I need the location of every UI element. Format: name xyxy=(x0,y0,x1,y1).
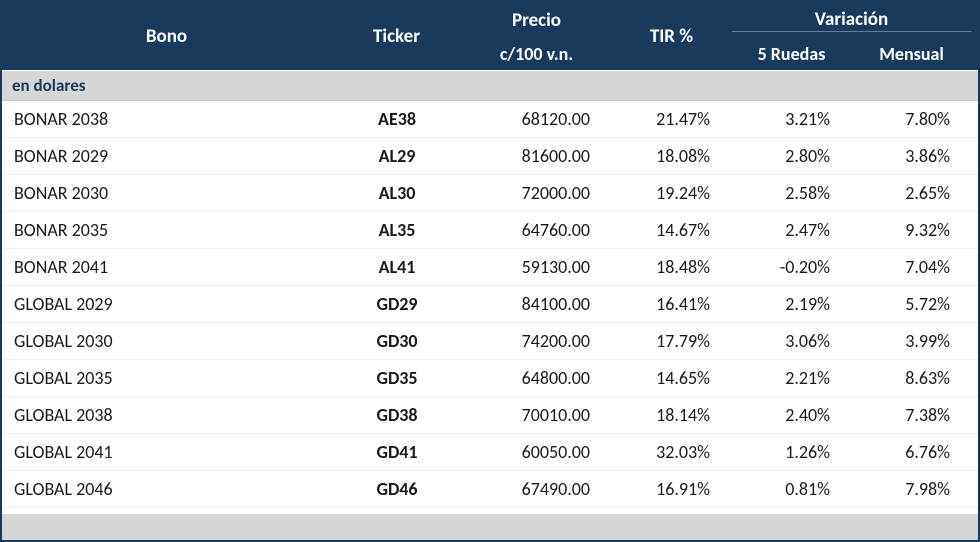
cell-bono: GLOBAL 2029 xyxy=(2,293,332,315)
cell-ticker: AE38 xyxy=(332,108,462,130)
cell-5ruedas: 0.81% xyxy=(732,478,852,500)
cell-precio: 64800.00 xyxy=(462,367,612,389)
cell-bono: GLOBAL 2046 xyxy=(2,478,332,500)
col-header-5ruedas: 5 Ruedas xyxy=(732,43,852,65)
cell-ticker: GD41 xyxy=(332,441,462,463)
cell-precio: 67490.00 xyxy=(462,478,612,500)
cell-tir: 18.08% xyxy=(612,145,732,167)
table-row: GLOBAL 2046GD4667490.0016.91%0.81%7.98% xyxy=(2,471,978,508)
table-row: GLOBAL 2035GD3564800.0014.65%2.21%8.63% xyxy=(2,360,978,397)
cell-ticker: GD30 xyxy=(332,330,462,352)
cell-mensual: 7.38% xyxy=(852,404,972,426)
cell-mensual: 3.86% xyxy=(852,145,972,167)
cell-mensual: 7.98% xyxy=(852,478,972,500)
col-header-variacion: Variación xyxy=(732,8,972,32)
cell-5ruedas: 1.26% xyxy=(732,441,852,463)
cell-bono: GLOBAL 2038 xyxy=(2,404,332,426)
cell-5ruedas: 2.47% xyxy=(732,219,852,241)
cell-precio: 81600.00 xyxy=(462,145,612,167)
cell-mensual: 6.76% xyxy=(852,441,972,463)
cell-bono: BONAR 2029 xyxy=(2,145,332,167)
table-row: GLOBAL 2030GD3074200.0017.79%3.06%3.99% xyxy=(2,323,978,360)
cell-precio: 70010.00 xyxy=(462,404,612,426)
cell-5ruedas: 2.21% xyxy=(732,367,852,389)
cell-mensual: 3.99% xyxy=(852,330,972,352)
cell-bono: GLOBAL 2030 xyxy=(2,330,332,352)
table-body: BONAR 2038AE3868120.0021.47%3.21%7.80%BO… xyxy=(2,101,978,514)
section-label-dolares: en dolares xyxy=(2,71,978,101)
cell-5ruedas: 2.40% xyxy=(732,404,852,426)
cell-ticker: AL41 xyxy=(332,256,462,278)
cell-mensual: 7.80% xyxy=(852,108,972,130)
cell-precio: 84100.00 xyxy=(462,293,612,315)
table-row: BONAR 2041AL4159130.0018.48%-0.20%7.04% xyxy=(2,249,978,286)
cell-bono: BONAR 2030 xyxy=(2,182,332,204)
cell-bono: BONAR 2038 xyxy=(2,108,332,130)
cell-bono: GLOBAL 2041 xyxy=(2,441,332,463)
col-header-precio-bottom: c/100 v.n. xyxy=(462,43,612,65)
cell-5ruedas: -0.20% xyxy=(732,256,852,278)
cell-tir: 14.67% xyxy=(612,219,732,241)
cell-tir: 19.24% xyxy=(612,182,732,204)
table-row: GLOBAL 2041GD4160050.0032.03%1.26%6.76% xyxy=(2,434,978,471)
table-row: GLOBAL 2038GD3870010.0018.14%2.40%7.38% xyxy=(2,397,978,434)
cell-mensual: 2.65% xyxy=(852,182,972,204)
table-header: Bono Ticker Precio TIR % Variación c/100… xyxy=(2,2,978,71)
cell-5ruedas: 3.06% xyxy=(732,330,852,352)
cell-ticker: GD35 xyxy=(332,367,462,389)
cell-bono: BONAR 2035 xyxy=(2,219,332,241)
cell-ticker: GD38 xyxy=(332,404,462,426)
cell-ticker: GD29 xyxy=(332,293,462,315)
cell-tir: 21.47% xyxy=(612,108,732,130)
cell-tir: 32.03% xyxy=(612,441,732,463)
cell-precio: 74200.00 xyxy=(462,330,612,352)
col-header-mensual: Mensual xyxy=(852,43,972,65)
cell-tir: 17.79% xyxy=(612,330,732,352)
cell-precio: 59130.00 xyxy=(462,256,612,278)
cell-mensual: 7.04% xyxy=(852,256,972,278)
cell-ticker: AL29 xyxy=(332,145,462,167)
table-row: BONAR 2038AE3868120.0021.47%3.21%7.80% xyxy=(2,101,978,138)
cell-tir: 14.65% xyxy=(612,367,732,389)
cell-precio: 68120.00 xyxy=(462,108,612,130)
col-header-precio-top: Precio xyxy=(462,9,612,32)
cell-5ruedas: 3.21% xyxy=(732,108,852,130)
cell-tir: 16.91% xyxy=(612,478,732,500)
table-row: BONAR 2030AL3072000.0019.24%2.58%2.65% xyxy=(2,175,978,212)
cell-5ruedas: 2.58% xyxy=(732,182,852,204)
cell-precio: 60050.00 xyxy=(462,441,612,463)
table-row: GLOBAL 2029GD2984100.0016.41%2.19%5.72% xyxy=(2,286,978,323)
cell-tir: 18.14% xyxy=(612,404,732,426)
cell-ticker: AL30 xyxy=(332,182,462,204)
cell-5ruedas: 2.80% xyxy=(732,145,852,167)
bond-table-container: Bono Ticker Precio TIR % Variación c/100… xyxy=(0,0,980,542)
cell-ticker: GD46 xyxy=(332,478,462,500)
cell-precio: 64760.00 xyxy=(462,219,612,241)
cell-bono: BONAR 2041 xyxy=(2,256,332,278)
table-row: BONAR 2029AL2981600.0018.08%2.80%3.86% xyxy=(2,138,978,175)
cell-5ruedas: 2.19% xyxy=(732,293,852,315)
cell-mensual: 5.72% xyxy=(852,293,972,315)
cell-tir: 16.41% xyxy=(612,293,732,315)
cell-mensual: 8.63% xyxy=(852,367,972,389)
cell-precio: 72000.00 xyxy=(462,182,612,204)
table-footer-spacer xyxy=(2,514,978,540)
cell-ticker: AL35 xyxy=(332,219,462,241)
cell-mensual: 9.32% xyxy=(852,219,972,241)
table-row: BONAR 2035AL3564760.0014.67%2.47%9.32% xyxy=(2,212,978,249)
cell-tir: 18.48% xyxy=(612,256,732,278)
cell-bono: GLOBAL 2035 xyxy=(2,367,332,389)
